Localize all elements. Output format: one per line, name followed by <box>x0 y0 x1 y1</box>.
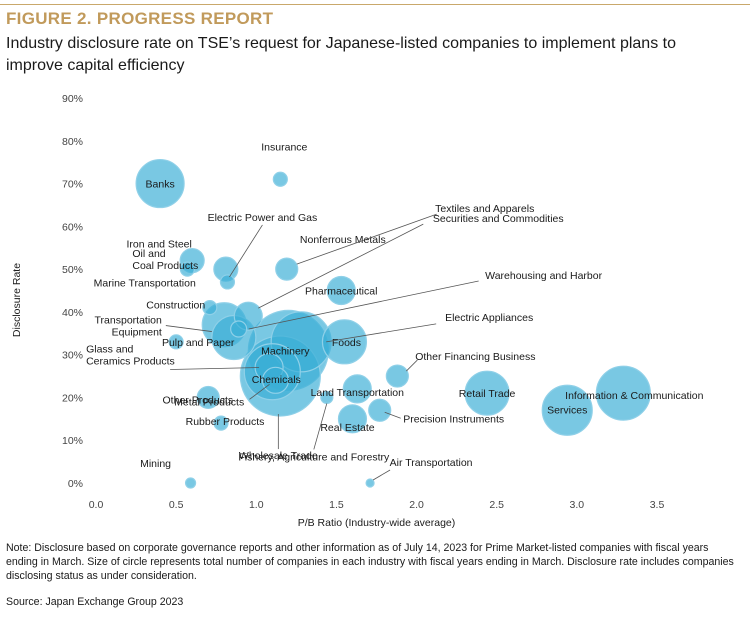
chart-source: Source: Japan Exchange Group 2023 <box>6 596 184 608</box>
bubble-marine-transportation <box>202 300 218 316</box>
data-label-precision-instruments: Precision Instruments <box>403 413 504 425</box>
bubble-precision-instruments <box>368 398 392 422</box>
leader-line-fishery-agriculture-and-forestry <box>313 403 328 450</box>
y-tick-label: 10% <box>62 435 83 447</box>
data-label-insurance: Insurance <box>261 141 307 153</box>
bubble-services <box>541 384 593 436</box>
leader-line-precision-instruments <box>384 411 401 419</box>
y-axis-title: Disclosure Rate <box>11 263 23 337</box>
data-label-retail-trade: Retail Trade <box>459 388 516 400</box>
data-label-pulp-and-paper: Pulp and Paper <box>162 337 235 349</box>
y-tick-label: 60% <box>62 221 83 233</box>
bubble-rubber-products <box>213 415 229 431</box>
bubble-metal-products <box>196 385 220 410</box>
data-label-information-communication: Information & Communication <box>565 390 703 402</box>
data-label-transportation-equipment: Transportation Equipment <box>95 315 162 339</box>
data-label-pharmaceutical: Pharmaceutical <box>305 286 377 298</box>
y-tick-label: 20% <box>62 392 83 404</box>
leader-line-electric-appliances <box>326 323 437 343</box>
data-label-textiles-and-apparels: Textiles and Apparels <box>435 203 534 215</box>
data-label-construction: Construction <box>146 300 205 312</box>
data-label-real-estate: Real Estate <box>320 422 374 434</box>
leader-line-transportation-equipment <box>165 325 212 332</box>
data-label-marine-transportation: Marine Transportation <box>94 278 196 290</box>
data-label-services: Services <box>547 404 587 416</box>
y-tick-label: 0% <box>68 478 83 490</box>
data-label-wholesale-trade: Wholesale Trade <box>239 450 318 462</box>
data-label-land-transportation: Land Transportation <box>311 387 405 399</box>
data-label-iron-and-steel: Iron and Steel <box>126 239 191 251</box>
leader-line-warehousing-and-harbor <box>248 280 479 330</box>
data-label-machinery: Machinery <box>261 345 310 357</box>
chart-subtitle: Industry disclosure rate on TSE’s reques… <box>6 35 676 74</box>
x-tick-label: 1.0 <box>249 499 264 511</box>
data-label-warehousing-and-harbor: Warehousing and Harbor <box>485 270 602 282</box>
data-label-glass-and-ceramics-products: Glass and Ceramics Products <box>86 344 175 368</box>
x-tick-label: 1.5 <box>329 499 344 511</box>
x-axis-title: P/B Ratio (Industry-wide average) <box>298 517 456 529</box>
bubble-pulp-and-paper <box>168 334 184 350</box>
x-tick-label: 2.0 <box>409 499 424 511</box>
y-tick-label: 30% <box>62 350 83 362</box>
data-label-air-transportation: Air Transportation <box>390 457 473 469</box>
x-tick-label: 3.0 <box>570 499 585 511</box>
data-label-fishery-agriculture-and-forestry: Fishery, Agriculture and Forestry <box>238 451 390 463</box>
y-tick-label: 40% <box>62 307 83 319</box>
data-label-metal-products: Metal Products <box>174 396 244 408</box>
x-tick-label: 3.5 <box>650 499 665 511</box>
data-label-nonferrous-metals: Nonferrous Metals <box>300 234 386 246</box>
bubble-insurance <box>272 171 288 187</box>
leader-line-glass-and-ceramics-products <box>170 367 260 370</box>
data-label-electric-appliances: Electric Appliances <box>445 312 533 324</box>
data-label-other-products: Other Products <box>163 394 234 406</box>
leader-line-air-transportation <box>372 469 391 481</box>
data-label-banks: Banks <box>146 179 175 191</box>
bubble-mining <box>184 477 197 489</box>
y-tick-label: 90% <box>62 93 83 105</box>
figure-title: FIGURE 2. PROGRESS REPORT <box>6 9 274 28</box>
data-label-chemicals: Chemicals <box>252 374 301 386</box>
data-label-oil-and-coal-products: Oil and Coal Products <box>132 248 198 272</box>
y-tick-label: 80% <box>62 136 83 148</box>
bubble-pharmaceutical <box>326 275 356 306</box>
bubble-other-financing-business <box>385 364 409 388</box>
bubble-real-estate <box>337 404 368 434</box>
bubble-other-products <box>261 366 290 394</box>
bubble-electric-power-and-gas <box>219 274 236 290</box>
data-label-rubber-products: Rubber Products <box>186 416 265 428</box>
y-tick-label: 70% <box>62 179 83 191</box>
x-tick-label: 0.5 <box>169 499 184 511</box>
x-tick-label: 0.0 <box>89 499 104 511</box>
leader-line-securities-and-commodities <box>258 223 424 309</box>
bubble-chart: 0% 10% 20% 30% 40% 50% 60% 70% 80% 90% 0.0 0.5 1.0 1.… <box>11 93 704 529</box>
bubble-retail-trade <box>464 370 510 416</box>
y-tick-label: 50% <box>62 264 83 276</box>
bubble-banks <box>135 158 185 209</box>
leader-line-other-products <box>249 384 270 400</box>
leader-line-electric-power-and-gas <box>229 224 263 278</box>
top-rule <box>0 4 750 5</box>
x-tick-label: 2.5 <box>489 499 504 511</box>
bubble-air-transportation <box>365 478 375 488</box>
bubble-foods <box>321 319 368 365</box>
leader-line-textiles-and-apparels <box>296 213 437 265</box>
bubble-warehousing-and-harbor <box>230 320 248 338</box>
data-label-mining: Mining <box>140 458 171 470</box>
data-label-electric-power-and-gas: Electric Power and Gas <box>208 212 318 224</box>
leader-line-other-financing-business <box>406 359 418 372</box>
chart-note: Note: Disclosure based on corporate gove… <box>6 542 734 582</box>
data-label-other-financing-business: Other Financing Business <box>415 351 535 363</box>
bubble-textiles-and-apparels <box>275 257 299 281</box>
bubble-land-transportation <box>342 374 372 404</box>
data-label-securities-and-commodities: Securities and Commodities <box>433 213 564 225</box>
bubble-information-communication <box>595 365 651 421</box>
bubble-oil-and-coal-products <box>179 261 195 277</box>
